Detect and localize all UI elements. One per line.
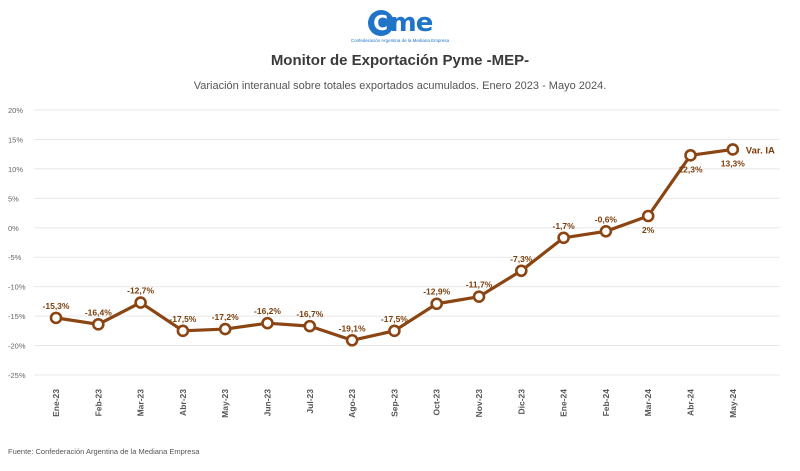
data-labels: -15,3% -16,4% -12,7% -17,5% -17,2% -16,2% -16,… — [43, 145, 775, 333]
y-tick-label: 10% — [8, 165, 23, 174]
x-tick-label: Feb-23 — [93, 389, 103, 417]
y-tick-label: 0% — [8, 224, 19, 233]
data-label: -17,5% — [381, 314, 408, 324]
logo-mark: C me — [367, 6, 434, 40]
data-label: -7,3% — [510, 254, 533, 264]
data-label: 2% — [642, 225, 655, 235]
data-point — [49, 311, 63, 325]
chart-title: Monitor de Exportación Pyme -MEP- — [270, 52, 530, 69]
x-tick-label: Nov-23 — [474, 389, 484, 418]
y-tick-label: 5% — [8, 194, 19, 203]
data-point — [261, 316, 274, 330]
data-points — [49, 143, 740, 347]
data-point — [430, 297, 444, 311]
x-tick-label: Mar-24 — [643, 389, 653, 417]
series-line-var-ia — [54, 147, 735, 342]
source-note: Fuente: Confederación Argentina de la Me… — [8, 447, 200, 456]
x-tick-label: Abr-24 — [686, 389, 696, 416]
data-point — [218, 322, 232, 336]
y-axis-ticks: 20% 15% 10% 5% 0% -5% -10% -15% -20% -25% — [8, 106, 26, 380]
x-tick-label: Jun-23 — [263, 389, 273, 417]
logo-c-icon: C — [367, 10, 394, 36]
data-label: 12,3% — [678, 164, 703, 174]
y-tick-label: -25% — [8, 371, 26, 380]
y-tick-label: -5% — [8, 253, 22, 262]
data-label: -16,4% — [85, 307, 112, 317]
data-point — [726, 143, 740, 156]
x-tick-label: May-24 — [728, 389, 738, 418]
x-tick-label: Sep-23 — [389, 389, 399, 417]
data-label: -12,7% — [127, 286, 154, 296]
data-point — [514, 264, 528, 278]
logo-text: me — [389, 8, 434, 38]
data-point — [472, 290, 486, 303]
y-tick-label: -10% — [8, 283, 26, 292]
data-point — [134, 296, 147, 309]
grid-layer — [34, 109, 780, 376]
data-label: -11,7% — [466, 280, 493, 290]
data-point — [599, 225, 613, 238]
y-tick-label: 15% — [8, 135, 23, 144]
series-label: Var. IA — [746, 145, 775, 156]
x-tick-label: Mar-23 — [136, 389, 146, 417]
x-tick-label: Dic-23 — [516, 389, 526, 415]
data-label: -1,7% — [552, 221, 575, 231]
data-point — [684, 149, 697, 162]
x-tick-label: Ago-23 — [347, 389, 357, 418]
x-tick-label: Jul-23 — [305, 389, 315, 414]
x-tick-label: Oct-23 — [432, 389, 442, 416]
data-label: -16,7% — [296, 309, 323, 319]
y-tick-label: -15% — [8, 312, 26, 321]
series-line-layer — [54, 147, 735, 342]
x-tick-label: Feb-24 — [601, 389, 611, 417]
data-point — [176, 324, 190, 338]
data-label: -19,1% — [339, 323, 366, 333]
data-point — [92, 318, 105, 331]
came-logo: C me Confederación Argentina de la Media… — [0, 6, 800, 43]
data-point — [557, 231, 570, 245]
x-tick-label: Ene-24 — [559, 389, 569, 417]
data-label: -12,9% — [423, 287, 450, 297]
data-point — [345, 333, 359, 347]
data-label: -15,3% — [43, 301, 70, 311]
logo-subtitle: Confederación Argentina de la Mediana Em… — [350, 38, 450, 43]
y-tick-label: -20% — [8, 342, 26, 351]
data-label: -17,2% — [212, 312, 239, 322]
chart-subtitle: Variación interanual sobre totales expor… — [193, 80, 607, 92]
data-label: 13,3% — [721, 158, 746, 168]
data-label: -17,5% — [169, 314, 196, 324]
x-tick-label: May-23 — [220, 389, 230, 418]
data-point — [303, 319, 317, 333]
x-axis-ticks: Ene-23 Feb-23 Mar-23 Abr-23 May-23 Jun-23 Jul-… — [51, 389, 738, 418]
data-label: -0,6% — [595, 214, 618, 224]
x-tick-label: Ene-23 — [51, 389, 61, 417]
x-tick-label: Abr-23 — [178, 389, 188, 416]
y-tick-label: 20% — [8, 106, 23, 115]
data-label: -16,2% — [254, 306, 281, 316]
data-point — [641, 209, 655, 223]
data-point — [388, 324, 401, 338]
